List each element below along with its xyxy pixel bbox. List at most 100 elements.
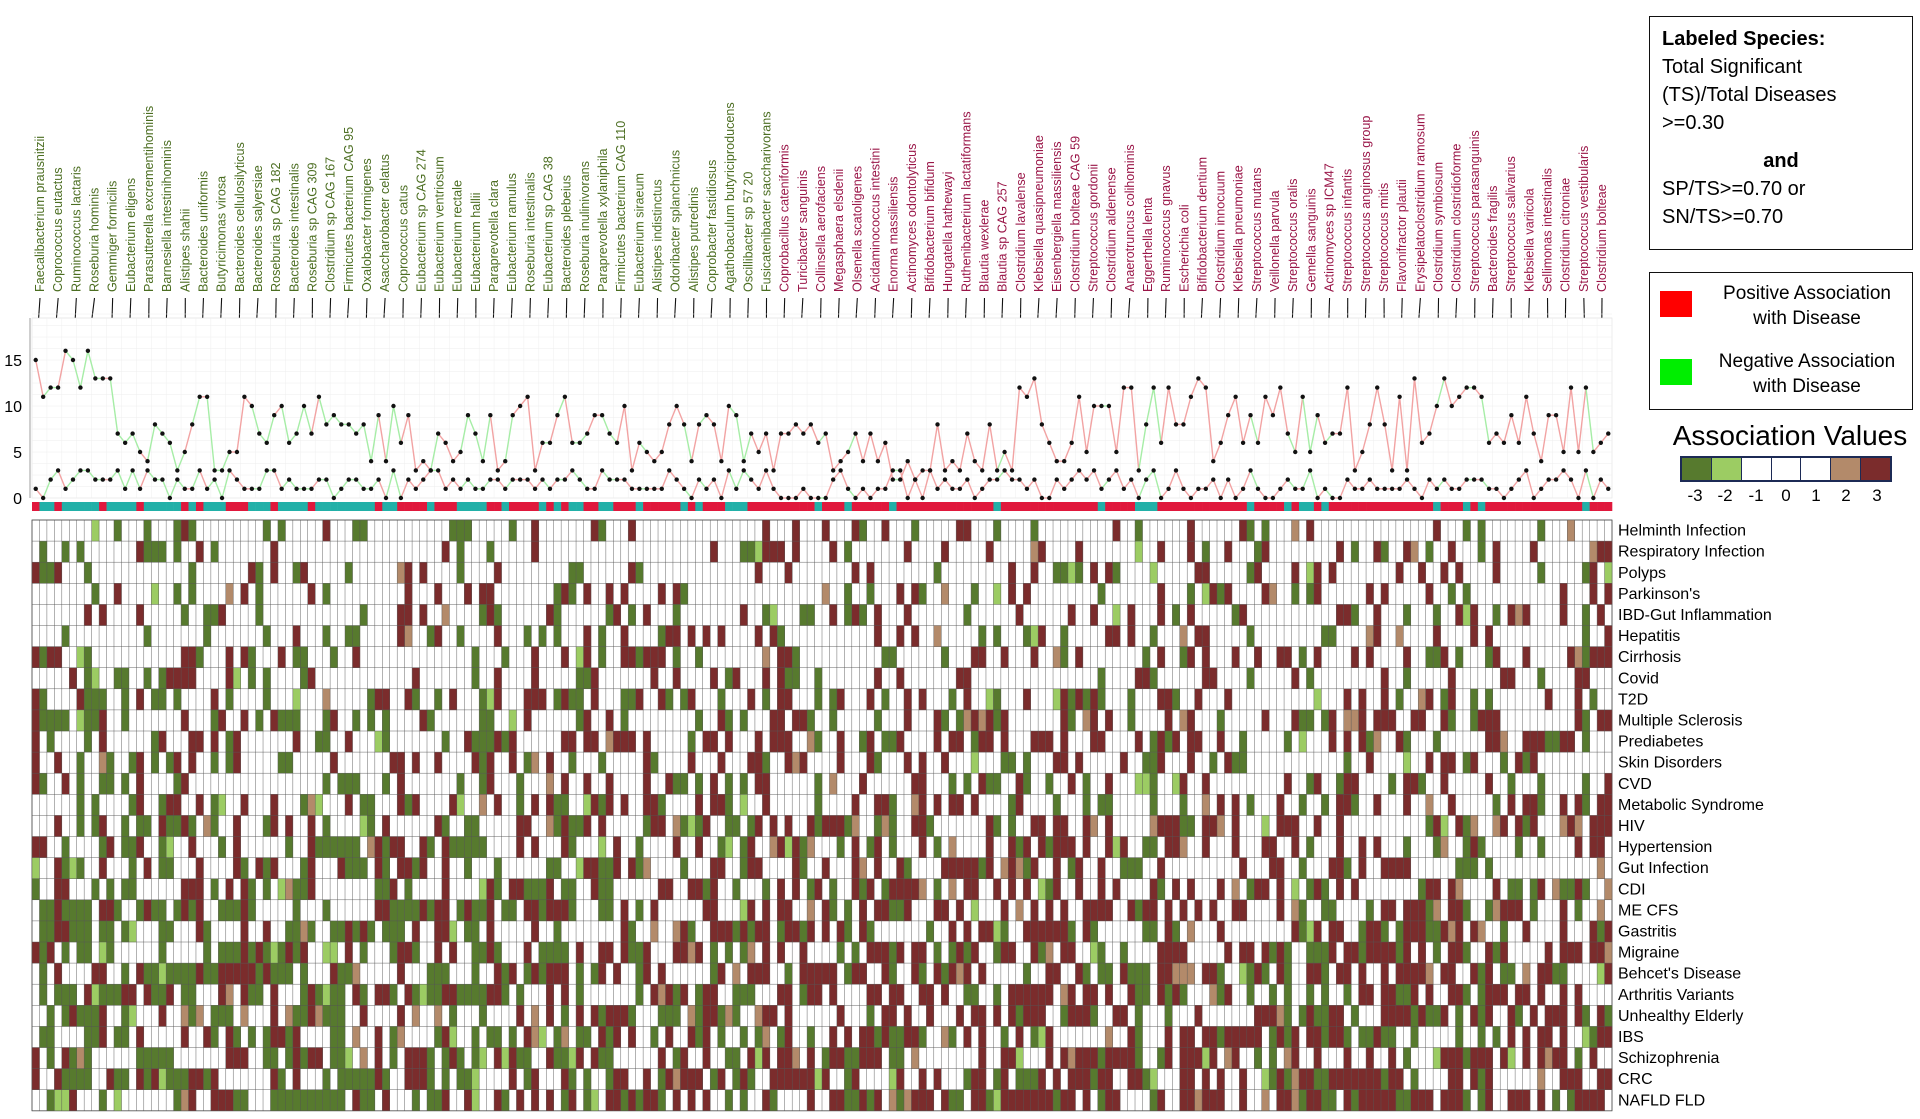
species-label: Clostridium citroniae xyxy=(1559,178,1573,292)
heatmap-grid xyxy=(31,519,1613,1112)
heatmap-cell xyxy=(121,667,130,689)
heatmap-cell xyxy=(650,752,659,774)
heatmap-cell xyxy=(948,836,957,858)
data-point xyxy=(1501,440,1507,445)
heatmap-cell xyxy=(1373,920,1382,943)
heatmap-cell xyxy=(1030,520,1039,542)
heatmap-cell xyxy=(792,752,800,774)
heatmap-cell xyxy=(1202,667,1210,689)
heatmap-cell xyxy=(1038,1089,1046,1111)
heatmap-cell xyxy=(188,646,197,668)
heatmap-cell xyxy=(1515,878,1523,900)
data-point xyxy=(1375,385,1380,390)
heatmap-cell xyxy=(427,1068,435,1090)
y-tick-label: 10 xyxy=(4,399,22,416)
heatmap-cell xyxy=(1403,1047,1411,1069)
scale-cell-minus3 xyxy=(1682,458,1712,480)
heatmap-cell xyxy=(1298,1068,1307,1090)
heatmap-cell xyxy=(456,541,465,563)
data-point xyxy=(681,486,687,491)
heatmap-cell xyxy=(1157,583,1166,605)
heatmap-cell xyxy=(419,562,428,584)
heatmap-cell xyxy=(113,1068,122,1090)
heatmap-cell xyxy=(494,688,502,711)
data-point xyxy=(339,422,344,427)
heatmap-cell xyxy=(210,794,219,816)
heatmap-cell xyxy=(732,1047,741,1069)
strip-cell xyxy=(1209,502,1218,511)
heatmap-cell xyxy=(1559,1005,1568,1027)
heatmap-cell xyxy=(933,942,942,964)
data-point xyxy=(286,477,292,482)
heatmap-cell xyxy=(1433,899,1441,922)
species-label: Gemella sanguinis xyxy=(1304,188,1318,292)
heatmap-cell xyxy=(836,688,845,711)
heatmap-cell xyxy=(1306,942,1315,964)
heatmap-cell xyxy=(1202,562,1210,584)
heatmap-cell xyxy=(1008,815,1016,837)
heatmap-cell xyxy=(1530,1005,1538,1027)
heatmap-cell xyxy=(173,773,182,795)
heatmap-cell xyxy=(1015,1005,1024,1027)
heatmap-cell xyxy=(374,1068,383,1090)
heatmap-cell xyxy=(1351,794,1359,816)
heatmap-cell xyxy=(710,794,718,816)
strip-cell xyxy=(330,502,338,511)
heatmap-cell xyxy=(590,667,599,689)
heatmap-cell xyxy=(1187,1026,1195,1048)
data-point xyxy=(920,468,925,473)
heatmap-cell xyxy=(382,815,390,837)
heatmap-cell xyxy=(1023,963,1031,985)
heatmap-cell xyxy=(471,942,480,964)
heatmap-cell xyxy=(740,836,748,858)
strip-cell xyxy=(516,502,525,511)
minority-direction-segment xyxy=(199,470,208,490)
heatmap-cell xyxy=(113,1026,122,1048)
heatmap-cell xyxy=(1373,794,1382,816)
heatmap-cell xyxy=(1202,1068,1210,1090)
heatmap-cell xyxy=(1157,878,1166,900)
heatmap-cell xyxy=(1477,541,1486,563)
strip-cell xyxy=(449,502,458,511)
heatmap-cell xyxy=(292,709,301,732)
heatmap-cell xyxy=(1187,1089,1195,1111)
disease-label: NAFLD FLD xyxy=(1618,1092,1705,1109)
heatmap-cell xyxy=(568,752,577,774)
heatmap-cell xyxy=(1395,731,1404,753)
heatmap-cell xyxy=(754,857,763,879)
heatmap-cell xyxy=(1522,1089,1531,1111)
heatmap-cell xyxy=(1067,1068,1076,1090)
heatmap-cell xyxy=(263,667,271,689)
data-point xyxy=(1538,459,1544,464)
data-point xyxy=(748,431,754,436)
heatmap-cell xyxy=(128,1005,137,1027)
heatmap-cell xyxy=(1522,984,1531,1006)
data-point xyxy=(353,431,359,436)
heatmap-cell xyxy=(1135,520,1143,542)
heatmap-cell xyxy=(136,773,144,795)
heatmap-cell xyxy=(1530,899,1538,922)
heatmap-cell xyxy=(933,836,942,858)
data-point xyxy=(965,431,970,436)
heatmap-cell xyxy=(1045,878,1054,900)
heatmap-cell xyxy=(1008,942,1016,964)
heatmap-cell xyxy=(1269,583,1277,605)
heatmap-cell xyxy=(814,963,823,985)
heatmap-cell xyxy=(1112,562,1121,584)
heatmap-cell xyxy=(1589,646,1598,668)
heatmap-cell xyxy=(613,963,621,985)
heatmap-cell xyxy=(568,583,577,605)
heatmap-cell xyxy=(1336,541,1344,563)
data-point xyxy=(1516,477,1522,482)
heatmap-cell xyxy=(1000,942,1009,964)
heatmap-cell xyxy=(523,942,532,964)
heatmap-cell xyxy=(568,562,577,584)
strip-cell xyxy=(1030,502,1039,511)
total-significant-segment xyxy=(131,433,141,453)
heatmap-cell xyxy=(1209,583,1218,605)
total-significant-segment xyxy=(1279,387,1289,434)
heatmap-cell xyxy=(650,920,659,943)
heatmap-cell xyxy=(1254,878,1262,900)
heatmap-cell xyxy=(672,646,681,668)
heatmap-cell xyxy=(1254,646,1262,668)
